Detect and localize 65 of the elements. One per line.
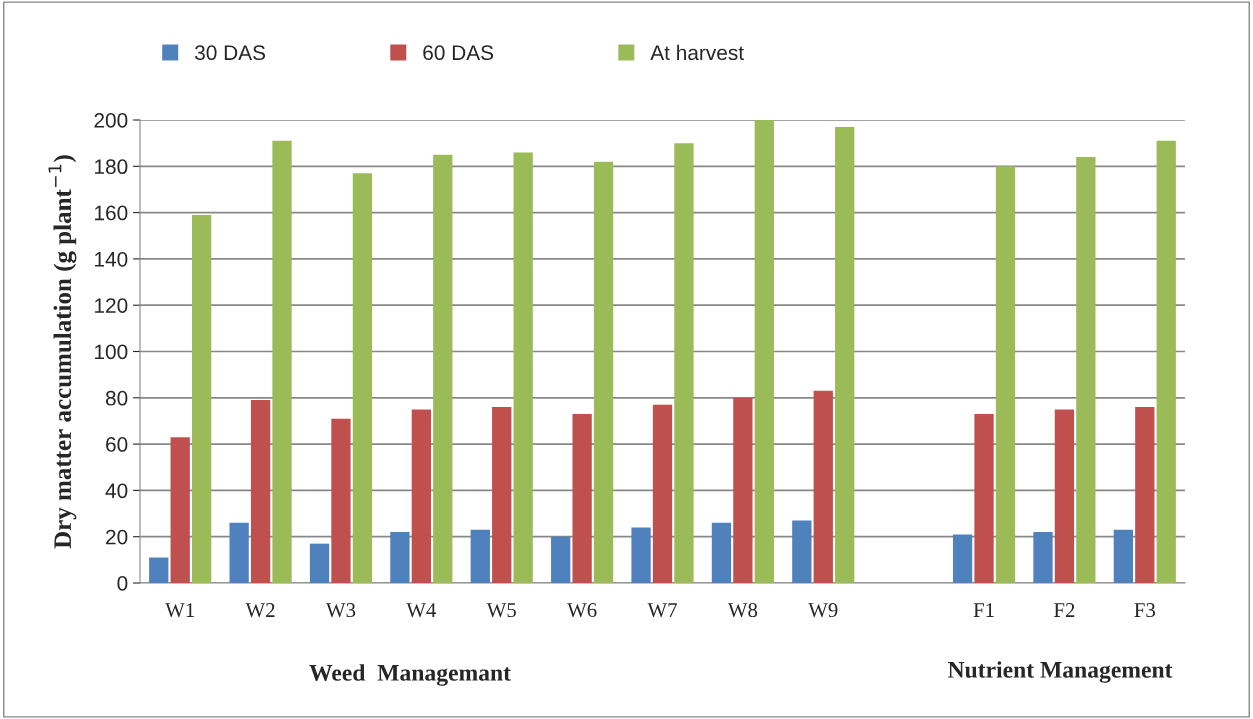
bar xyxy=(229,522,249,583)
bar xyxy=(1076,157,1096,583)
bar xyxy=(250,400,271,583)
y-tick-label: 60 xyxy=(106,437,128,452)
x-tick-label: W7 xyxy=(647,603,677,618)
bar xyxy=(309,543,330,583)
y-tick-label: 40 xyxy=(105,483,128,499)
bar xyxy=(1135,407,1155,583)
x-tick-label: W3 xyxy=(325,603,356,618)
y-tick-label: 180 xyxy=(95,159,128,175)
bar xyxy=(652,404,673,583)
bar xyxy=(952,534,973,583)
x-tick-label: W6 xyxy=(567,603,597,618)
x-tick-label: W9 xyxy=(808,603,838,618)
x-tick-label: W5 xyxy=(486,603,516,618)
bar xyxy=(754,120,774,583)
legend-label: At harvest xyxy=(650,44,744,61)
y-tick-label: 200 xyxy=(94,113,128,128)
bar xyxy=(792,520,812,583)
y-tick-label: 120 xyxy=(95,298,128,313)
bar xyxy=(835,126,855,583)
bar xyxy=(411,409,431,583)
text: Nutrient Management xyxy=(947,661,1173,683)
text: Weed Managemant xyxy=(309,664,511,686)
bar xyxy=(191,214,212,583)
y-tick-label: 0 xyxy=(117,576,128,591)
bar xyxy=(631,527,651,583)
y-tick-label: 140 xyxy=(95,251,128,267)
x-tick-label: W1 xyxy=(165,603,194,618)
bar xyxy=(1033,532,1053,583)
x-tick-label: W2 xyxy=(245,603,275,618)
bar xyxy=(492,407,512,583)
bar xyxy=(551,536,571,583)
bar xyxy=(170,437,190,583)
bar xyxy=(352,173,373,583)
x-tick-label: F1 xyxy=(973,603,994,617)
bar xyxy=(1113,529,1134,583)
y-tick-label: 20 xyxy=(106,529,128,545)
x-tick-label: F2 xyxy=(1054,603,1075,617)
x-tick-label: W4 xyxy=(406,603,437,618)
legend-label: 30 DAS xyxy=(194,45,266,61)
bar xyxy=(593,161,614,583)
bar xyxy=(733,397,753,583)
x-tick-label: W8 xyxy=(727,603,758,618)
legend-label: 60 DAS xyxy=(423,45,494,61)
bar xyxy=(513,152,533,583)
bar xyxy=(433,154,453,583)
bar xyxy=(674,143,694,583)
bar xyxy=(572,414,592,583)
y-tick-label: 100 xyxy=(95,344,128,360)
y-tick-label: 160 xyxy=(95,205,128,221)
bar xyxy=(995,166,1016,583)
bar xyxy=(390,532,410,583)
y-tick-label: 80 xyxy=(105,390,128,406)
x-tick-label: F3 xyxy=(1134,603,1155,618)
bar xyxy=(1156,140,1176,583)
bar xyxy=(1054,409,1075,583)
bar xyxy=(331,418,351,583)
bar xyxy=(974,414,994,583)
bar xyxy=(470,529,490,583)
bar xyxy=(149,557,169,583)
y-axis-title: Dry matter accumulation (g plant$^{−1}$) xyxy=(48,155,77,549)
bar xyxy=(813,390,833,583)
bar xyxy=(711,522,732,583)
bar xyxy=(272,140,292,583)
